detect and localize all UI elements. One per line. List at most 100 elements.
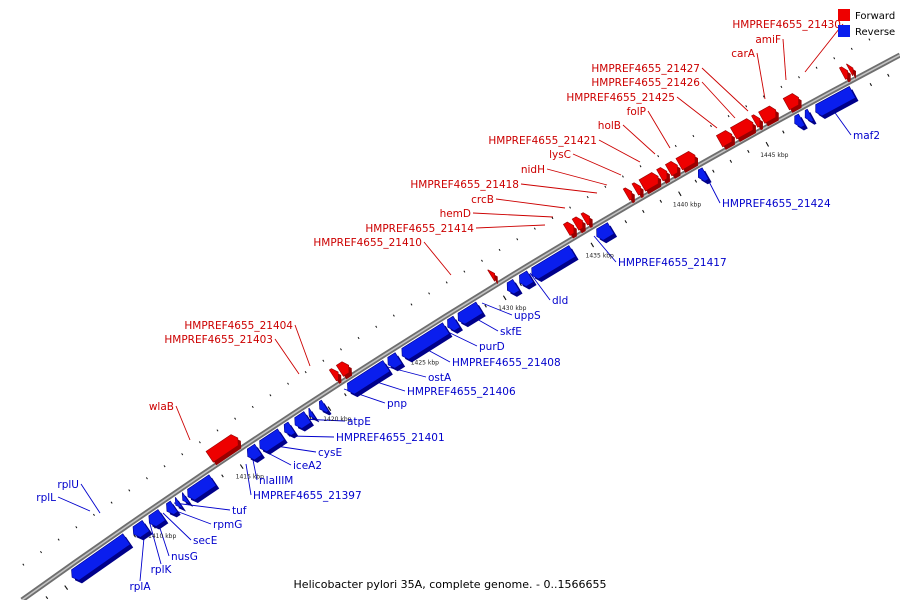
gene-feature[interactable]: [506, 278, 523, 297]
minor-tick: [887, 73, 890, 77]
gene-feature[interactable]: [447, 315, 463, 334]
gene-label[interactable]: HMPREF4655_21425: [566, 92, 675, 104]
gene-feature[interactable]: [596, 222, 618, 244]
gene-label[interactable]: HMPREF4655_21426: [591, 77, 700, 89]
minor-tick: [782, 130, 785, 134]
gene-label[interactable]: HMPREF4655_21397: [253, 490, 362, 502]
gene-feature[interactable]: [283, 421, 299, 439]
gene-label[interactable]: lysC: [549, 149, 571, 161]
gene-feature[interactable]: [730, 118, 756, 143]
gene-feature[interactable]: [751, 114, 763, 131]
gene-feature[interactable]: [487, 269, 498, 285]
gene-feature[interactable]: [562, 221, 577, 239]
gene-feature[interactable]: [294, 411, 314, 432]
gene-feature[interactable]: [846, 63, 856, 79]
gene-feature[interactable]: [758, 105, 779, 127]
gene-feature[interactable]: [804, 108, 817, 125]
minor-tick: [75, 526, 78, 529]
gene-feature[interactable]: [347, 360, 393, 398]
gene-label[interactable]: rplU: [57, 479, 79, 491]
leader-line: [572, 153, 622, 176]
gene-label[interactable]: dld: [552, 295, 568, 307]
gene-feature[interactable]: [656, 167, 670, 184]
gene-feature[interactable]: [259, 428, 288, 455]
gene-feature[interactable]: [132, 519, 153, 541]
gene-label[interactable]: HMPREF4655_21410: [313, 237, 422, 249]
gene-label[interactable]: amiF: [755, 34, 781, 46]
gene-body: [815, 86, 856, 117]
gene-label[interactable]: uppS: [514, 310, 541, 322]
gene-label[interactable]: nidH: [521, 164, 545, 176]
gene-label[interactable]: hemD: [440, 208, 471, 220]
gene-label[interactable]: ostA: [428, 372, 452, 384]
gene-label[interactable]: folP: [627, 106, 646, 118]
gene-feature[interactable]: [205, 434, 242, 466]
gene-feature[interactable]: [675, 150, 699, 173]
gene-feature[interactable]: [308, 407, 320, 423]
gene-feature[interactable]: [187, 474, 220, 504]
gene-label[interactable]: HMPREF4655_21401: [336, 432, 445, 444]
gene-label[interactable]: purD: [479, 341, 505, 353]
legend-reverse-label: Reverse: [855, 27, 895, 38]
gene-body: [506, 278, 520, 295]
gene-label[interactable]: maf2: [853, 130, 880, 142]
gene-feature[interactable]: [519, 270, 537, 290]
gene-feature[interactable]: [335, 361, 353, 380]
leader-line: [274, 338, 300, 375]
gene-feature[interactable]: [782, 93, 802, 113]
gene-label[interactable]: secE: [193, 535, 217, 547]
gene-feature[interactable]: [387, 352, 406, 372]
gene-label[interactable]: HMPREF4655_21417: [618, 257, 727, 269]
gene-label[interactable]: HMPREF4655_21418: [410, 179, 519, 191]
gene-feature[interactable]: [457, 301, 486, 328]
gene-feature[interactable]: [174, 497, 186, 512]
gene-feature[interactable]: [148, 509, 169, 530]
gene-label[interactable]: HMPREF4655_21406: [407, 386, 516, 398]
gene-feature[interactable]: [71, 533, 134, 584]
gene-label[interactable]: HMPREF4655_21427: [591, 63, 700, 75]
gene-label[interactable]: crcB: [471, 194, 494, 206]
gene-label[interactable]: nusG: [171, 551, 198, 563]
gene-label[interactable]: rplK: [151, 564, 173, 576]
gene-feature[interactable]: [838, 66, 851, 83]
gene-label[interactable]: tuf: [232, 505, 247, 517]
gene-feature[interactable]: [246, 443, 265, 463]
gene-label[interactable]: holB: [598, 120, 621, 132]
gene-label[interactable]: HMPREF4655_21421: [488, 135, 597, 147]
gene-label[interactable]: HMPREF4655_21424: [722, 198, 831, 210]
gene-label[interactable]: rplL: [36, 492, 56, 504]
gene-features: [71, 63, 859, 584]
gene-label[interactable]: HMPREF4655_21404: [184, 320, 293, 332]
gene-feature[interactable]: [631, 182, 644, 199]
gene-feature[interactable]: [715, 130, 735, 150]
leader-line: [245, 463, 252, 496]
gene-feature[interactable]: [622, 187, 635, 204]
gene-label[interactable]: cysE: [318, 447, 342, 459]
gene-feature[interactable]: [571, 216, 586, 234]
gene-feature[interactable]: [638, 172, 662, 195]
gene-feature[interactable]: [697, 167, 712, 185]
gene-label[interactable]: iceA2: [293, 460, 322, 472]
gene-label[interactable]: HMPREF4655_21408: [452, 357, 561, 369]
gene-label[interactable]: atpE: [347, 416, 371, 428]
gene-label[interactable]: skfE: [500, 326, 522, 338]
gene-label[interactable]: pnp: [387, 398, 407, 410]
gene-feature[interactable]: [318, 399, 332, 416]
gene-label[interactable]: nlaIIIM: [259, 475, 293, 487]
gene-label[interactable]: rplA: [129, 581, 151, 593]
gene-label[interactable]: carA: [731, 48, 756, 60]
gene-feature[interactable]: [664, 161, 681, 179]
gene-feature[interactable]: [580, 212, 593, 229]
gene-feature[interactable]: [815, 86, 859, 120]
gene-label[interactable]: rpmG: [213, 519, 242, 531]
gene-feature[interactable]: [181, 492, 193, 507]
gene-feature[interactable]: [401, 322, 453, 363]
gene-label[interactable]: wlaB: [149, 401, 174, 413]
gene-feature[interactable]: [531, 245, 579, 283]
gene-label[interactable]: HMPREF4655_21403: [164, 334, 273, 346]
gene-label[interactable]: HMPREF4655_21430: [732, 19, 841, 31]
gene-feature[interactable]: [166, 500, 181, 518]
gene-feature[interactable]: [794, 113, 808, 131]
gene-label[interactable]: HMPREF4655_21414: [365, 223, 474, 235]
gene-feature[interactable]: [328, 368, 342, 384]
